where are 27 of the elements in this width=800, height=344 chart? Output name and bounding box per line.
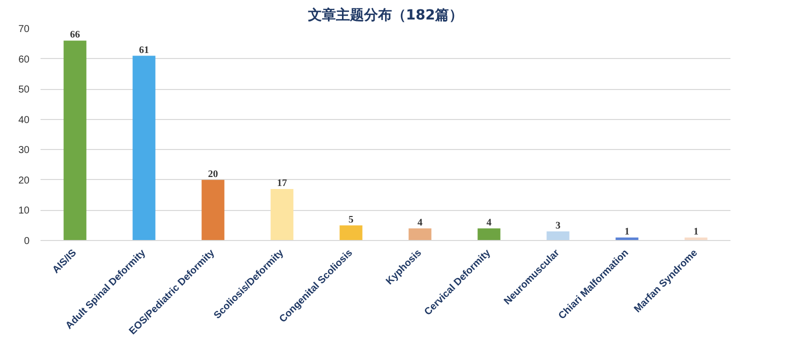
data-label: 17 bbox=[277, 178, 287, 190]
data-label: 66 bbox=[70, 30, 80, 41]
bar bbox=[478, 228, 500, 240]
y-tick-label: 20 bbox=[18, 175, 30, 186]
y-tick-label: 10 bbox=[18, 206, 30, 217]
y-tick-label: 70 bbox=[18, 24, 30, 35]
chart-title: 文章主题分布（182篇） bbox=[306, 6, 464, 24]
bar bbox=[340, 225, 362, 240]
bar bbox=[202, 180, 224, 240]
data-label: 3 bbox=[556, 220, 560, 232]
data-label: 1 bbox=[624, 226, 630, 238]
y-tick-label: 30 bbox=[18, 145, 30, 156]
y-tick-label: 60 bbox=[18, 54, 30, 66]
bar bbox=[270, 189, 294, 240]
data-label: 20 bbox=[208, 168, 218, 180]
bar bbox=[408, 228, 432, 240]
data-label: 5 bbox=[348, 214, 354, 226]
data-label: 61 bbox=[139, 44, 149, 56]
y-tick-label: 0 bbox=[24, 236, 30, 247]
data-label: 1 bbox=[694, 226, 698, 238]
data-label: 4 bbox=[418, 217, 422, 228]
bar bbox=[64, 40, 86, 240]
data-label: 4 bbox=[486, 217, 492, 228]
bar bbox=[132, 56, 156, 240]
y-tick-label: 40 bbox=[18, 114, 30, 126]
bar bbox=[546, 231, 570, 240]
y-tick-label: 50 bbox=[18, 84, 30, 96]
